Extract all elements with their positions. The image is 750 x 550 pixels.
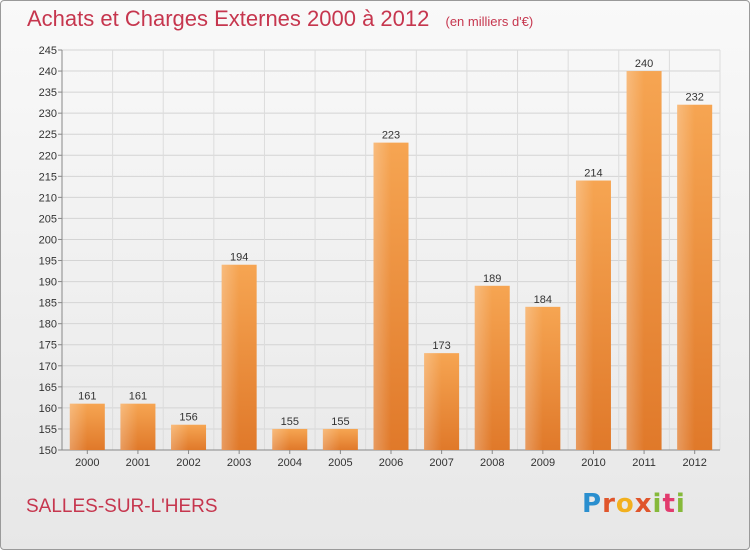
y-tick-label: 160 xyxy=(39,403,57,415)
bar-highlight xyxy=(474,285,493,450)
logo-letter: i xyxy=(652,489,663,519)
x-tick-label: 2007 xyxy=(429,457,453,469)
y-tick-label: 150 xyxy=(39,445,57,457)
bar-highlight xyxy=(322,428,341,450)
label-layer: 161 161 156 194 155 155 223 173 189 184 214 240 232 xyxy=(78,58,704,428)
data-label: 173 xyxy=(432,340,450,352)
y-tick-label: 180 xyxy=(39,319,57,331)
bar-highlight xyxy=(69,403,88,450)
data-label: 156 xyxy=(179,412,197,424)
x-tick-label: 2002 xyxy=(176,457,200,469)
x-tick-label: 2003 xyxy=(227,457,251,469)
y-tick-label: 170 xyxy=(39,361,57,373)
x-tick-label: 2010 xyxy=(581,457,605,469)
bar-highlight xyxy=(221,264,240,450)
bar-highlight xyxy=(677,104,695,450)
logo-letter: t xyxy=(662,489,676,519)
y-tick-label: 245 xyxy=(39,45,57,57)
y-tick-label: 235 xyxy=(39,87,57,99)
data-label: 232 xyxy=(686,92,704,104)
chart-title: Achats et Charges Externes 2000 à 2012 (… xyxy=(27,6,533,32)
y-tick-label: 185 xyxy=(39,298,57,310)
proxiti-logo: Proxiti xyxy=(582,489,686,519)
logo-letter: P xyxy=(582,489,603,519)
bar-highlight xyxy=(171,424,189,450)
y-tick-label: 155 xyxy=(39,424,57,436)
y-tick-label: 175 xyxy=(39,340,57,352)
y-tick-label: 230 xyxy=(39,108,57,120)
data-label: 214 xyxy=(584,168,602,180)
y-tick-label: 190 xyxy=(39,277,57,289)
x-tick-label: 2008 xyxy=(480,457,504,469)
data-label: 161 xyxy=(78,391,96,403)
y-tick-label: 205 xyxy=(39,213,57,225)
data-label: 155 xyxy=(331,416,349,428)
bar-highlight xyxy=(373,142,391,450)
chart-title-text: Achats et Charges Externes 2000 à 2012 xyxy=(27,6,430,31)
data-label: 223 xyxy=(382,130,400,142)
bar-highlight xyxy=(575,180,594,451)
y-tick-label: 220 xyxy=(39,150,57,162)
y-tick-label: 225 xyxy=(39,129,57,141)
data-label: 161 xyxy=(129,391,147,403)
x-tick-label: 2001 xyxy=(126,457,150,469)
data-label: 189 xyxy=(483,273,501,285)
chart-unit: (en milliers d'€) xyxy=(445,14,534,29)
y-tick-label: 240 xyxy=(39,66,57,78)
logo-letter: x xyxy=(634,489,653,519)
x-tick-label: 2009 xyxy=(531,457,555,469)
x-tick-label: 2004 xyxy=(278,457,302,469)
bar-highlight xyxy=(120,403,138,450)
bar-layer xyxy=(69,71,713,451)
x-tick-label: 2005 xyxy=(328,457,352,469)
x-tick-label: 2011 xyxy=(632,457,656,469)
logo-letter: r xyxy=(602,489,616,519)
bar-highlight xyxy=(525,306,543,450)
y-tick-label: 195 xyxy=(39,256,57,268)
data-label: 155 xyxy=(281,416,299,428)
bar-highlight xyxy=(626,71,645,450)
data-label: 184 xyxy=(534,294,552,306)
bar-highlight xyxy=(424,353,442,450)
logo-letter: o xyxy=(615,489,635,519)
x-tick-label: 2000 xyxy=(75,457,99,469)
y-tick-label: 215 xyxy=(39,171,57,183)
data-label: 240 xyxy=(635,58,653,70)
logo-letter: i xyxy=(675,489,686,519)
y-tick-label: 210 xyxy=(39,192,57,204)
y-tick-label: 200 xyxy=(39,234,57,246)
x-tick-label: 2006 xyxy=(379,457,403,469)
x-tick-label: 2012 xyxy=(682,457,706,469)
data-label: 194 xyxy=(230,252,248,264)
bar-highlight xyxy=(272,428,290,450)
y-tick-label: 165 xyxy=(39,382,57,394)
town-name: SALLES-SUR-L'HERS xyxy=(26,496,218,517)
